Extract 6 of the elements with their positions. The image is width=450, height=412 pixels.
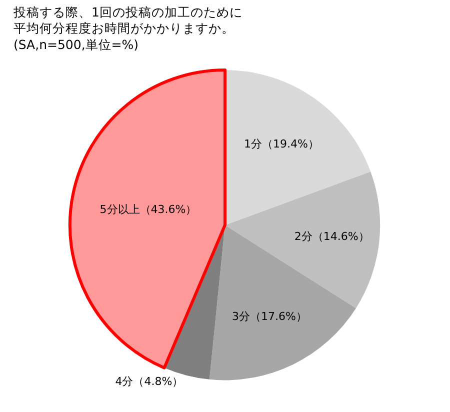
slice-label: 2分（14.6%） bbox=[294, 230, 370, 244]
slice-label: 5分以上（43.6%） bbox=[100, 202, 197, 216]
slice-label: 3分（17.6%） bbox=[232, 310, 307, 324]
slice-label: 4分（4.8%） bbox=[115, 374, 184, 388]
slice-label: 1分（19.4%） bbox=[244, 138, 319, 151]
chart-title: 投稿する際、1回の投稿の加工のために平均何分程度お時間がかかりますか。 (SA,n=500,単位=%) bbox=[12, 4, 248, 52]
